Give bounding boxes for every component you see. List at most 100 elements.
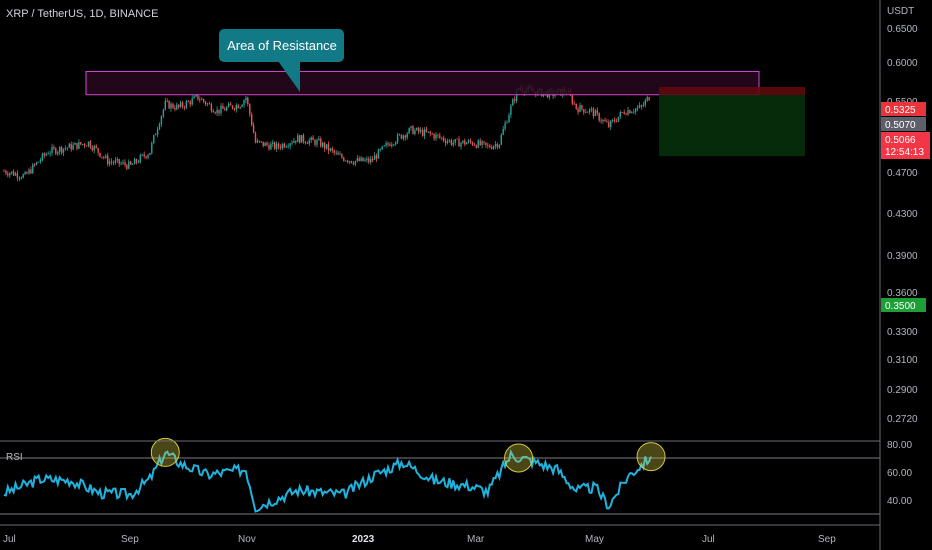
target-price-tag: [881, 298, 926, 312]
candle-body: [402, 135, 405, 139]
candle-body: [435, 134, 437, 139]
candle-body: [343, 157, 345, 161]
rsi-label: RSI: [6, 452, 23, 463]
candle-body: [433, 134, 435, 139]
candle-body: [20, 177, 22, 179]
candle-body: [64, 148, 67, 149]
candle-body: [222, 105, 224, 109]
candle-body: [99, 152, 101, 157]
candle-body: [160, 116, 163, 125]
rsi-line: [3, 448, 652, 513]
candle-body: [68, 143, 70, 148]
stop-price-tag-label: 0.5325: [885, 105, 916, 116]
candle-body: [454, 139, 456, 143]
candle-body: [51, 146, 53, 153]
time-label: May: [585, 534, 604, 545]
candle-body: [178, 104, 180, 107]
candle-body: [201, 99, 203, 100]
candle-body: [314, 140, 316, 145]
candle-body: [460, 142, 462, 147]
candle-body: [379, 149, 381, 150]
candle-body: [613, 120, 616, 122]
candle-body: [216, 109, 218, 114]
candle-body: [293, 140, 295, 143]
price-tick: 0.2900: [887, 385, 918, 396]
candle-body: [26, 172, 28, 174]
candle-body: [135, 159, 138, 163]
candle-body: [66, 147, 69, 149]
candle-body: [325, 144, 328, 149]
candle-body: [443, 137, 445, 141]
time-axis[interactable]: Jul Sep Nov 2023 Mar May Jul Sep: [3, 534, 836, 545]
candle-body: [377, 149, 380, 159]
candle-body: [504, 123, 506, 129]
candle-body: [130, 161, 132, 165]
candle-body: [487, 145, 489, 146]
candle-body: [419, 129, 422, 132]
price-axis[interactable]: USDT 0.6500 0.6000 0.5500 0.4700 0.4300 …: [881, 6, 930, 507]
candle-body: [101, 156, 103, 158]
last-price-tag: [881, 132, 930, 159]
price-tick: 0.6000: [887, 58, 918, 69]
candle-body: [450, 140, 453, 145]
candle-body: [45, 153, 47, 156]
candle-body: [477, 140, 479, 148]
time-label: 2023: [352, 534, 375, 545]
candle-body: [302, 135, 305, 142]
candle-body: [193, 96, 195, 99]
candle-body: [581, 105, 583, 110]
candle-body: [585, 111, 587, 113]
candle-body: [611, 120, 614, 121]
candle-body: [412, 126, 414, 134]
candle-body: [588, 109, 591, 112]
candle-body: [256, 140, 259, 143]
candle-body: [331, 148, 333, 151]
candle-body: [356, 158, 358, 161]
candle-body: [87, 141, 90, 147]
candle-body: [295, 140, 297, 143]
candle-body: [43, 153, 45, 156]
candle-body: [456, 138, 458, 140]
candle-body: [429, 131, 431, 134]
candle-body: [220, 105, 222, 114]
candle-body: [16, 173, 19, 178]
candle-body: [408, 128, 410, 134]
candle-body: [212, 111, 214, 113]
time-label: Jul: [702, 534, 715, 545]
resistance-callout: Area of Resistance: [219, 29, 344, 92]
candle-body: [320, 138, 322, 147]
candle-body: [105, 155, 107, 158]
rsi-peak-highlight: [150, 437, 180, 467]
candle-body: [642, 105, 645, 107]
candle-body: [373, 155, 376, 160]
candle-body: [74, 143, 76, 145]
candle-body: [47, 153, 49, 155]
candle-body: [162, 109, 165, 116]
candle-body: [423, 129, 426, 136]
candle-body: [350, 161, 353, 164]
candle-series: [3, 84, 650, 182]
candle-body: [285, 146, 287, 148]
candle-body: [183, 106, 186, 108]
candle-body: [260, 141, 262, 143]
candle-body: [494, 144, 497, 147]
candle-body: [112, 162, 115, 163]
candle-body: [610, 120, 612, 127]
candle-body: [368, 158, 370, 163]
candle-body: [108, 161, 111, 165]
candle-body: [39, 160, 42, 162]
candle-body: [204, 101, 207, 105]
candle-body: [629, 110, 631, 114]
candle-body: [404, 135, 406, 138]
candle-body: [176, 104, 178, 110]
candle-body: [5, 171, 7, 174]
candle-body: [226, 107, 228, 111]
stop-price-tag: [881, 102, 926, 116]
candle-body: [300, 135, 303, 143]
candle-body: [174, 107, 176, 110]
candle-body: [118, 159, 120, 164]
candle-body: [606, 121, 608, 123]
rsi-tick: 40.00: [887, 496, 912, 507]
candle-body: [370, 158, 372, 163]
